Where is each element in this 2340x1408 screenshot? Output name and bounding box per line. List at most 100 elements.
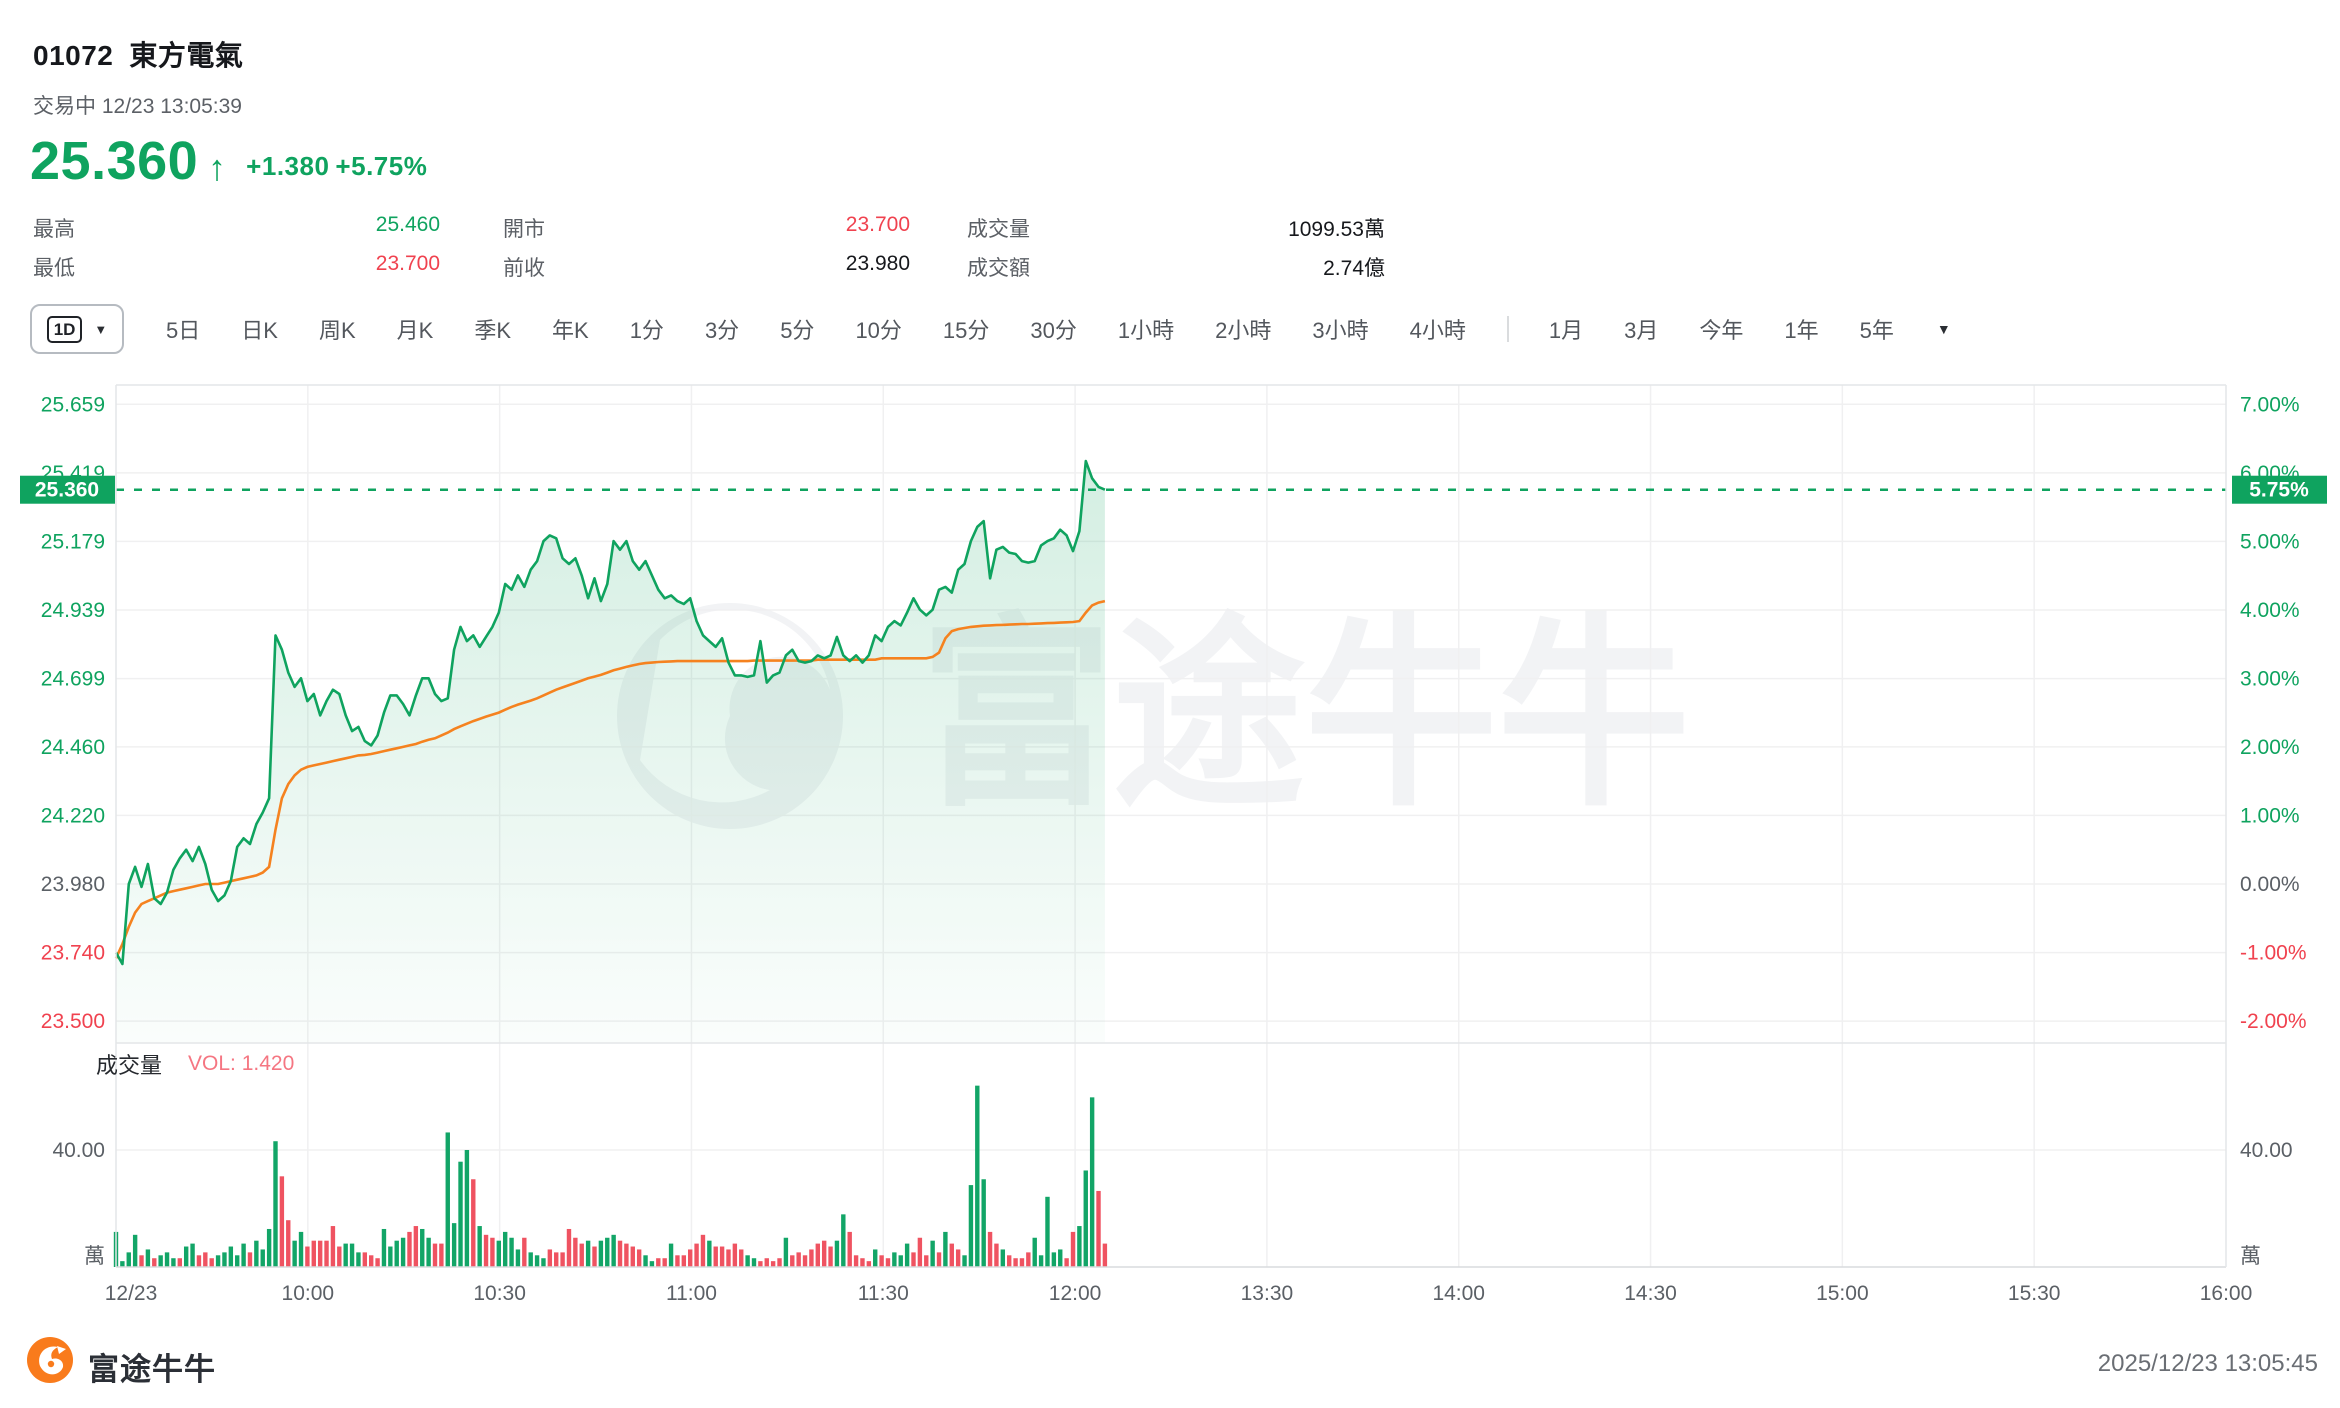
tab-季K[interactable]: 季K [474, 318, 511, 343]
svg-text:1.00%: 1.00% [2240, 804, 2300, 827]
tab-3分[interactable]: 3分 [704, 318, 740, 343]
svg-text:2.00%: 2.00% [2240, 736, 2300, 759]
up-arrow-icon: ↑ [208, 147, 227, 188]
stats-row-1: 最高 25.460 開市 23.700 成交量 1099.53萬 [33, 213, 1393, 243]
svg-text:10:00: 10:00 [282, 1282, 335, 1305]
stock-code: 01072 [33, 40, 114, 71]
svg-text:13:30: 13:30 [1241, 1282, 1294, 1305]
tab-3小時[interactable]: 3小時 [1312, 318, 1369, 343]
svg-text:40.00: 40.00 [2240, 1139, 2293, 1162]
stock-name: 東方電氣 [129, 40, 244, 71]
tab-30分[interactable]: 30分 [1030, 318, 1077, 343]
price-line [114, 459, 1106, 966]
tab-10分[interactable]: 10分 [855, 318, 902, 343]
price-change-percent: +5.75% [335, 151, 428, 181]
svg-text:5.00%: 5.00% [2240, 530, 2300, 553]
svg-text:-2.00%: -2.00% [2240, 1010, 2307, 1033]
range-tabs: 1月 3月 今年 1年 5年 [1549, 313, 1935, 345]
tab-月K[interactable]: 月K [396, 318, 434, 343]
tab-2小時[interactable]: 2小時 [1215, 318, 1272, 343]
svg-text:3.00%: 3.00% [2240, 668, 2300, 691]
svg-text:15:00: 15:00 [1816, 1282, 1869, 1305]
tab-1分[interactable]: 1分 [629, 318, 664, 343]
svg-text:25.179: 25.179 [41, 530, 105, 553]
quote-stats: 最高 25.460 開市 23.700 成交量 1099.53萬 最低 23.700 前… [33, 213, 1393, 291]
tab-4小時[interactable]: 4小時 [1409, 318, 1466, 343]
stats-row-2: 最低 23.700 前收 23.980 成交額 2.74億 [33, 252, 1393, 282]
tab-5日[interactable]: 5日 [166, 318, 201, 343]
period-selector-label: 1D [46, 315, 83, 343]
more-ranges-caret-icon[interactable]: ▼ [1936, 321, 1951, 337]
svg-text:14:00: 14:00 [1432, 1282, 1485, 1305]
timeframe-toolbar: 1D ▼ 5日 日K 周K 月K 季K 年K 1分 3分 5分 10分 15分 30分 1小時 2小時 3小… [30, 303, 1951, 355]
timeframe-tabs: 5日 日K 周K 月K 季K 年K 1分 3分 5分 10分 15分 30分 1小時 2小時 3小時 4小時 [166, 313, 1507, 345]
price-area-fill [116, 461, 1105, 1044]
tab-5分[interactable]: 5分 [780, 318, 815, 343]
stat-turnover: 成交額 2.74億 [967, 257, 1385, 280]
stat-prev-close: 前收 23.980 [503, 252, 910, 280]
svg-text:24.699: 24.699 [41, 668, 105, 691]
brand-name: 富途牛牛 [88, 1352, 216, 1387]
current-percent-badge: 5.75% [2232, 475, 2327, 504]
volume-axis-labels: 40.00 40.00 萬 萬 [52, 1139, 2292, 1268]
tab-1小時[interactable]: 1小時 [1117, 318, 1175, 343]
volume-bars [113, 1085, 1108, 1267]
tab-年K[interactable]: 年K [552, 318, 589, 343]
tab-5年[interactable]: 5年 [1859, 318, 1894, 343]
svg-text:12:00: 12:00 [1049, 1282, 1102, 1305]
stat-low: 最低 23.700 [33, 252, 440, 280]
period-selector-button[interactable]: 1D ▼ [30, 304, 124, 354]
avg-price-line [114, 599, 1106, 959]
svg-text:23.500: 23.500 [41, 1010, 105, 1033]
tab-日K[interactable]: 日K [241, 318, 278, 343]
futu-logo [27, 1337, 73, 1383]
svg-text:25.360: 25.360 [35, 479, 99, 502]
svg-text:23.740: 23.740 [41, 942, 105, 965]
volume-pane-header: 成交量 VOL: 1.420 [96, 1048, 294, 1080]
svg-text:24.939: 24.939 [41, 599, 105, 622]
page-title: 01072 東方電氣 [33, 34, 243, 74]
tab-1年[interactable]: 1年 [1784, 318, 1819, 343]
tab-15分[interactable]: 15分 [942, 318, 990, 343]
current-price-badge: 25.360 [20, 475, 115, 504]
tab-divider [1506, 316, 1509, 342]
tab-今年[interactable]: 今年 [1699, 318, 1744, 343]
svg-text:11:30: 11:30 [858, 1282, 909, 1305]
svg-text:23.980: 23.980 [41, 873, 105, 896]
tab-1月[interactable]: 1月 [1548, 318, 1584, 343]
svg-text:24.460: 24.460 [41, 736, 105, 759]
svg-text:萬: 萬 [2240, 1245, 2261, 1268]
svg-text:15:30: 15:30 [2008, 1282, 2061, 1305]
chevron-down-icon: ▼ [94, 321, 108, 337]
svg-text:0.00%: 0.00% [2240, 873, 2300, 896]
time-axis-labels: 12/23 10:00 10:30 11:00 11:30 12:00 13:30 14:00… [105, 1282, 2253, 1305]
svg-text:萬: 萬 [84, 1245, 105, 1268]
price-row: 25.360 ↑ +1.380 +5.75% [30, 134, 427, 188]
svg-text:11:00: 11:00 [666, 1282, 717, 1305]
trading-status: 交易中 12/23 13:05:39 [33, 95, 242, 118]
svg-text:25.659: 25.659 [41, 393, 105, 416]
volume-value: VOL: 1.420 [188, 1052, 295, 1075]
price-change: +1.380 [246, 151, 330, 181]
svg-text:12/23: 12/23 [105, 1282, 158, 1305]
svg-text:7.00%: 7.00% [2240, 393, 2300, 416]
svg-text:5.75%: 5.75% [2249, 479, 2309, 502]
svg-text:16:00: 16:00 [2200, 1282, 2253, 1305]
tab-3月[interactable]: 3月 [1624, 318, 1659, 343]
svg-text:24.220: 24.220 [41, 804, 105, 827]
svg-text:40.00: 40.00 [52, 1139, 105, 1162]
stat-high: 最高 25.460 [33, 213, 440, 241]
volume-label: 成交量 [96, 1053, 163, 1078]
svg-text:14:30: 14:30 [1624, 1282, 1677, 1305]
stat-volume: 成交量 1099.53萬 [967, 218, 1385, 241]
svg-text:4.00%: 4.00% [2240, 599, 2300, 622]
tab-周K[interactable]: 周K [318, 318, 356, 343]
current-price: 25.360 [30, 131, 199, 191]
snapshot-timestamp: 2025/12/23 13:05:45 [2097, 1350, 2318, 1377]
svg-text:10:30: 10:30 [473, 1282, 526, 1305]
stat-open: 開市 23.700 [503, 213, 910, 241]
plot-borders [115, 384, 2227, 1268]
svg-text:-1.00%: -1.00% [2240, 942, 2307, 965]
